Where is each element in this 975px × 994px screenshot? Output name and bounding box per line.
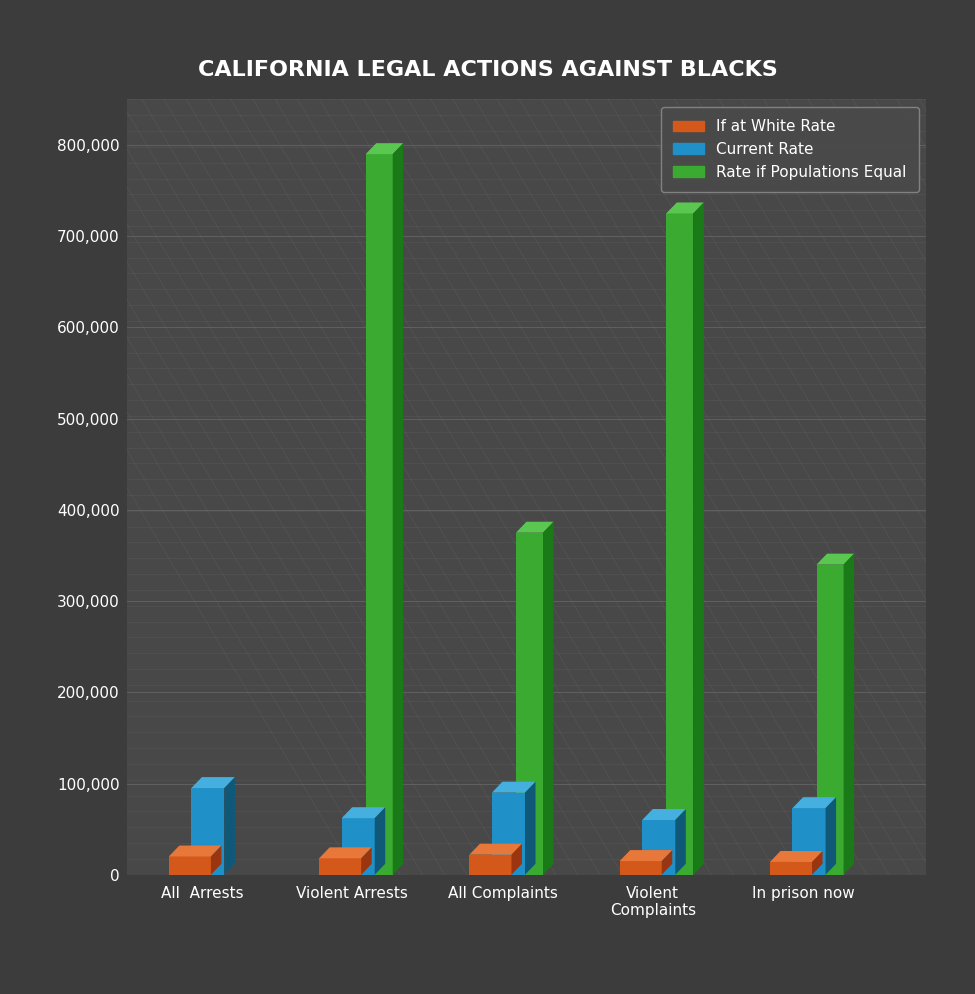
Polygon shape: [127, 892, 975, 903]
Polygon shape: [693, 203, 704, 875]
Polygon shape: [816, 554, 854, 565]
Polygon shape: [676, 809, 685, 875]
Polygon shape: [169, 857, 211, 875]
Polygon shape: [319, 858, 361, 875]
Polygon shape: [666, 203, 704, 214]
Polygon shape: [620, 861, 662, 875]
Polygon shape: [662, 850, 673, 875]
Polygon shape: [643, 809, 685, 820]
Polygon shape: [211, 846, 221, 875]
Polygon shape: [826, 797, 837, 875]
Polygon shape: [516, 522, 554, 533]
Polygon shape: [816, 565, 843, 875]
Polygon shape: [516, 533, 543, 875]
Polygon shape: [191, 777, 235, 788]
Polygon shape: [469, 844, 522, 855]
Polygon shape: [543, 522, 554, 875]
Polygon shape: [366, 143, 404, 154]
Polygon shape: [169, 846, 221, 857]
Polygon shape: [525, 781, 535, 875]
Polygon shape: [319, 847, 371, 858]
Polygon shape: [793, 808, 826, 875]
Polygon shape: [361, 847, 371, 875]
Polygon shape: [512, 844, 522, 875]
Polygon shape: [492, 792, 525, 875]
Polygon shape: [374, 807, 385, 875]
Polygon shape: [341, 818, 374, 875]
Polygon shape: [843, 554, 854, 875]
Polygon shape: [770, 851, 823, 862]
Polygon shape: [393, 143, 404, 875]
Polygon shape: [366, 154, 393, 875]
Polygon shape: [341, 807, 385, 818]
Polygon shape: [224, 777, 235, 875]
Polygon shape: [620, 850, 673, 861]
Polygon shape: [793, 797, 837, 808]
Text: CALIFORNIA LEGAL ACTIONS AGAINST BLACKS: CALIFORNIA LEGAL ACTIONS AGAINST BLACKS: [198, 60, 777, 80]
Polygon shape: [191, 788, 224, 875]
Polygon shape: [469, 855, 512, 875]
Polygon shape: [770, 862, 812, 875]
Polygon shape: [812, 851, 823, 875]
Polygon shape: [666, 214, 693, 875]
Polygon shape: [492, 781, 535, 792]
Legend: If at White Rate, Current Rate, Rate if Populations Equal: If at White Rate, Current Rate, Rate if …: [661, 107, 918, 192]
Polygon shape: [643, 820, 676, 875]
